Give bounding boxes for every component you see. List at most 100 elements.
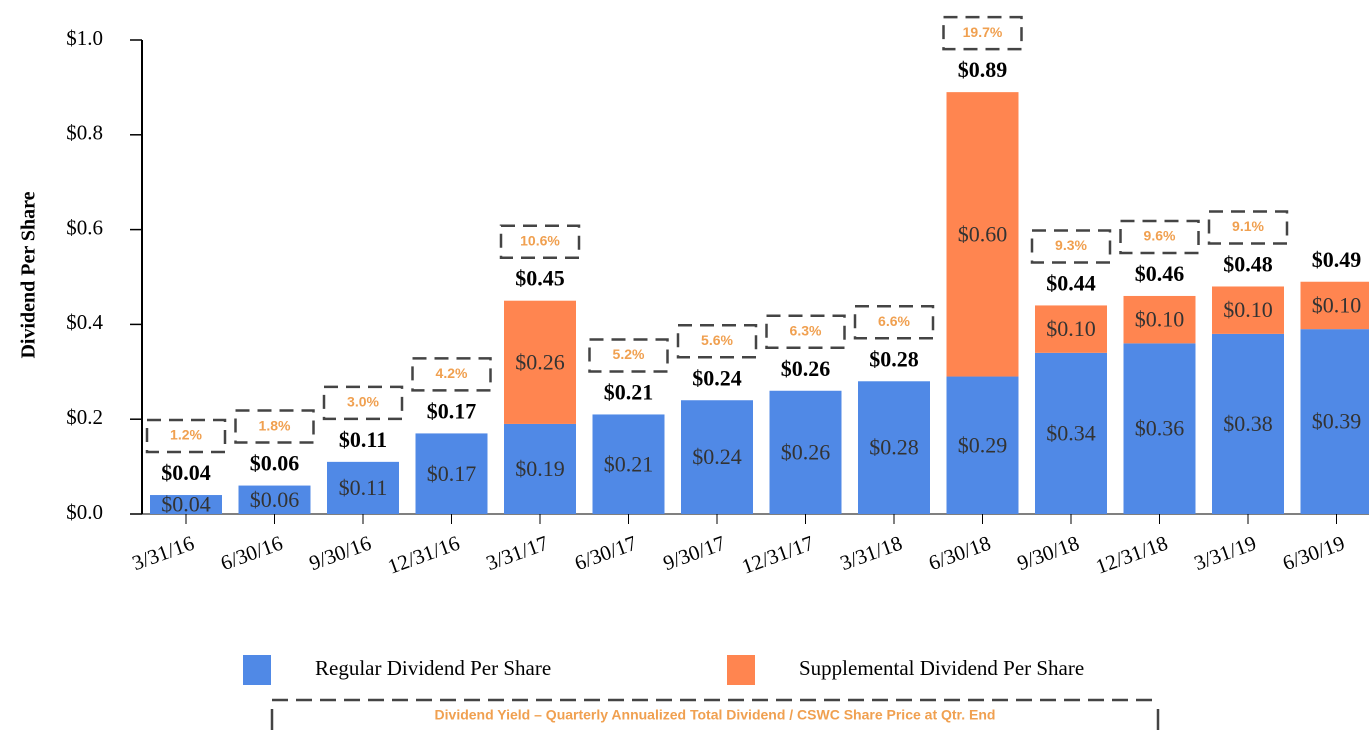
x-tick-label: 6/30/19 (1279, 531, 1348, 576)
yield-label: 3.0% (347, 394, 379, 410)
yield-label: 19.7% (963, 24, 1003, 40)
yield-label: 5.6% (701, 332, 733, 348)
segment-label: $0.34 (1046, 420, 1096, 445)
legend-label: Supplemental Dividend Per Share (799, 656, 1084, 680)
yield-label: 10.6% (520, 232, 560, 248)
yield-box (1030, 229, 1112, 264)
x-tick-label: 12/31/16 (384, 531, 462, 579)
segment-label: $0.10 (1312, 292, 1362, 317)
segment-label: $0.10 (1223, 297, 1273, 322)
total-label: $0.46 (1135, 261, 1185, 286)
yield-box (145, 418, 227, 454)
bar-segment (1035, 352, 1107, 514)
x-tick-label: 6/30/18 (925, 531, 994, 576)
segment-label: $0.17 (427, 461, 477, 486)
segment-label: $0.11 (339, 475, 388, 500)
bar-segment (1212, 333, 1284, 514)
x-tick-label: 9/30/18 (1014, 531, 1083, 576)
yield-box (1119, 219, 1200, 255)
bar-segment (327, 461, 399, 514)
total-label: $0.04 (161, 460, 211, 485)
yield-box (234, 409, 315, 444)
x-tick-label: 6/30/16 (217, 531, 286, 576)
segment-label: $0.26 (781, 439, 831, 464)
yield-box (942, 15, 1023, 51)
total-label: $0.26 (781, 356, 831, 381)
segment-label: $0.10 (1135, 307, 1185, 332)
segment-label: $0.38 (1223, 411, 1273, 436)
x-tick-label: 3/31/17 (483, 531, 552, 576)
yield-box (411, 357, 492, 392)
segment-label: $0.10 (1046, 316, 1096, 341)
segment-label: $0.28 (869, 435, 919, 460)
x-tick-label: 12/31/17 (738, 531, 816, 579)
segment-label: $0.19 (515, 456, 565, 481)
bar-segment (1123, 343, 1196, 514)
bar-segment (504, 300, 576, 424)
x-tick-label: 12/31/18 (1092, 531, 1170, 579)
segment-label: $0.26 (515, 349, 565, 374)
bar-segment (238, 485, 311, 514)
yield-box (853, 305, 935, 340)
bar-segment (946, 92, 1019, 377)
total-label: $0.21 (604, 380, 654, 405)
yield-box (676, 323, 758, 359)
yield-label: 5.2% (613, 346, 645, 362)
total-label: $0.24 (692, 365, 742, 390)
yield-box (1207, 210, 1289, 245)
x-tick-label: 9/30/16 (306, 531, 375, 576)
yield-box (588, 338, 669, 373)
yield-label: 9.6% (1144, 228, 1176, 244)
y-tick-label: $0.6 (66, 215, 103, 239)
segment-label: $0.29 (958, 432, 1008, 457)
total-label: $0.49 (1312, 247, 1362, 272)
total-label: $0.06 (250, 451, 300, 476)
bar-segment (1123, 295, 1196, 344)
total-label: $0.17 (427, 398, 477, 423)
segment-label: $0.24 (692, 444, 742, 469)
segment-label: $0.06 (250, 487, 300, 512)
segment-label: $0.36 (1135, 416, 1185, 441)
bar-segment (504, 423, 576, 514)
x-tick-label: 9/30/17 (660, 531, 729, 576)
total-label: $0.45 (515, 266, 565, 291)
y-tick-label: $0.0 (66, 500, 103, 524)
legend-swatch (727, 655, 755, 685)
total-label: $0.28 (869, 346, 919, 371)
y-axis-label: Dividend Per Share (18, 191, 40, 358)
yield-label: 1.8% (259, 417, 291, 433)
yield-label: 9.1% (1232, 218, 1264, 234)
bar-segment (1212, 286, 1284, 334)
bar-segment (592, 414, 665, 514)
bar-segment (769, 390, 842, 514)
segment-label: $0.60 (958, 221, 1008, 246)
y-tick-label: $0.2 (66, 405, 103, 429)
yield-box (765, 314, 846, 350)
segment-label: $0.21 (604, 451, 654, 476)
total-label: $0.89 (958, 57, 1008, 82)
yield-label: 9.3% (1055, 237, 1087, 253)
bar-segment (150, 495, 222, 514)
segment-label: $0.39 (1312, 409, 1362, 434)
total-label: $0.48 (1223, 252, 1273, 277)
y-tick-label: $0.4 (66, 310, 103, 334)
x-tick-label: 3/31/16 (129, 531, 198, 576)
yield-box (499, 224, 581, 259)
total-label: $0.44 (1046, 270, 1096, 295)
yield-label: 6.3% (790, 322, 822, 338)
bar-segment (1035, 305, 1107, 353)
y-tick-label: $0.8 (66, 121, 103, 145)
x-tick-label: 3/31/19 (1191, 531, 1260, 576)
yield-label: 4.2% (436, 365, 468, 381)
x-tick-label: 3/31/18 (837, 531, 906, 576)
yield-note: Dividend Yield – Quarterly Annualized To… (435, 707, 996, 723)
bar-segment (1300, 281, 1369, 330)
legend-label: Regular Dividend Per Share (315, 656, 551, 680)
bar-segment (415, 433, 488, 514)
yield-label: 1.2% (170, 427, 202, 443)
legend-swatch (243, 655, 271, 685)
bar-segment (858, 381, 930, 514)
x-tick-label: 6/30/17 (571, 531, 640, 576)
bar-segment (681, 400, 753, 514)
